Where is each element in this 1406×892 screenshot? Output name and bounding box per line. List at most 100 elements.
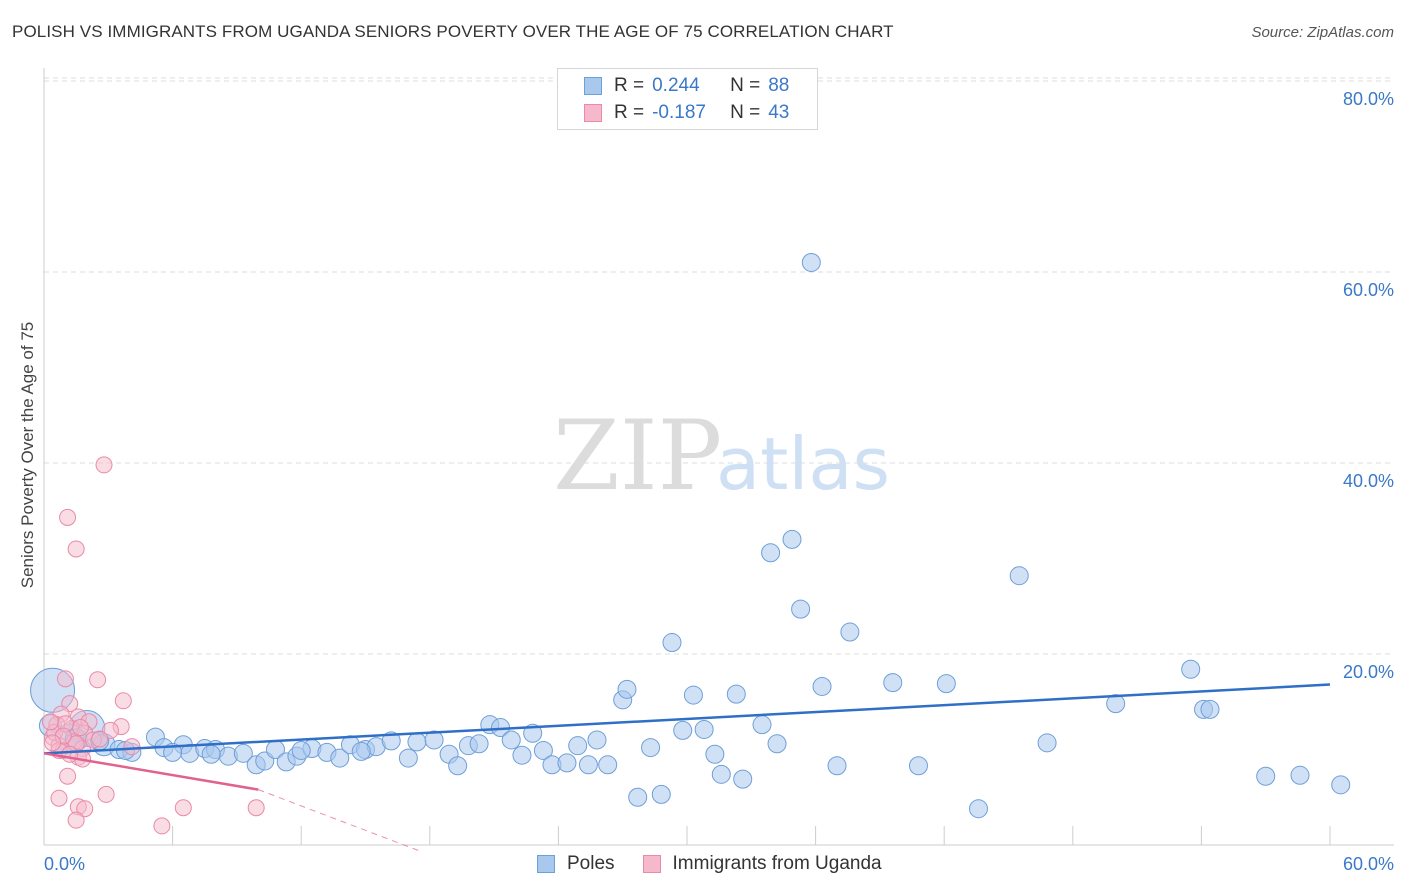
tick-labels: 20.0% 40.0% 60.0% 80.0% 0.0% 60.0% — [44, 89, 1394, 874]
series-legend: Poles Immigrants from Uganda — [537, 852, 910, 876]
poles-point — [812, 676, 832, 696]
series-legend-label: Poles — [567, 853, 615, 874]
watermark-zip: ZIP — [553, 400, 722, 512]
correlation-legend: R = 0.244 N = 88 R = -0.187 N = 43 — [557, 68, 818, 130]
legend-row-uganda: R = -0.187 N = 43 — [584, 100, 789, 126]
poles-point — [1009, 566, 1029, 586]
poles-point — [908, 756, 928, 776]
legend-row-poles: R = 0.244 N = 88 — [584, 73, 789, 99]
uganda-point — [50, 789, 68, 807]
poles-point — [936, 674, 956, 694]
poles-point — [398, 748, 418, 768]
watermark-atlas: atlas — [716, 422, 890, 506]
poles-point — [801, 252, 821, 272]
uganda-point — [247, 799, 265, 817]
poles-point — [968, 799, 988, 819]
poles-point — [1037, 733, 1057, 753]
poles-point — [407, 732, 427, 752]
uganda-point — [59, 767, 77, 785]
poles-point — [501, 730, 521, 750]
axes — [43, 68, 1394, 846]
poles-points — [30, 252, 1351, 819]
poles-point — [1331, 775, 1351, 795]
poles-point — [578, 755, 598, 775]
poles-point — [351, 741, 371, 761]
uganda-point — [91, 730, 109, 748]
poles-point — [1256, 766, 1276, 786]
uganda-point — [97, 785, 115, 803]
legend-r-label: R = — [614, 75, 645, 96]
poles-point — [512, 745, 532, 765]
uganda-point — [76, 800, 94, 818]
poles-point — [761, 543, 781, 563]
poles-point — [752, 715, 772, 735]
poles-point — [782, 529, 802, 549]
chart-title: POLISH VS IMMIGRANTS FROM UGANDA SENIORS… — [12, 22, 894, 41]
poles-point — [827, 756, 847, 776]
poles-point — [523, 723, 543, 743]
poles-point — [662, 633, 682, 653]
poles-point — [469, 734, 489, 754]
poles-swatch — [537, 855, 555, 873]
poles-point — [651, 784, 671, 804]
uganda-trend-extension — [258, 789, 420, 852]
poles-point — [705, 744, 725, 764]
poles-point — [448, 756, 468, 776]
y-tick-label: 40.0% — [1343, 471, 1394, 491]
poles-point — [587, 730, 607, 750]
poles-point — [424, 730, 444, 750]
poles-point — [1290, 765, 1310, 785]
series-legend-poles[interactable]: Poles — [537, 853, 615, 875]
poles-point — [291, 740, 311, 760]
legend-r-label: R = — [614, 102, 645, 123]
poles-point — [628, 787, 648, 807]
uganda-points — [41, 456, 265, 835]
uganda-point — [174, 799, 192, 817]
x-tick-label: 0.0% — [44, 854, 85, 874]
legend-r-value: 0.244 — [652, 75, 700, 96]
poles-point — [840, 622, 860, 642]
legend-swatch-uganda — [584, 104, 602, 122]
poles-point — [381, 731, 401, 751]
legend-r-value: -0.187 — [652, 102, 706, 123]
poles-point — [791, 599, 811, 619]
series-legend-uganda[interactable]: Immigrants from Uganda — [642, 853, 882, 875]
y-tick-label: 20.0% — [1343, 662, 1394, 682]
chart-source: Source: ZipAtlas.com — [1251, 24, 1394, 41]
poles-point — [726, 684, 746, 704]
uganda-point — [114, 692, 132, 710]
poles-point — [617, 679, 637, 699]
poles-point — [673, 720, 693, 740]
poles-point — [557, 753, 577, 773]
poles-point — [733, 769, 753, 789]
poles-point — [683, 685, 703, 705]
uganda-trend-line — [43, 752, 259, 791]
legend-swatch-poles — [584, 77, 602, 95]
uganda-point — [67, 811, 85, 829]
poles-point — [883, 673, 903, 693]
uganda-point — [153, 817, 171, 835]
poles-point — [641, 738, 661, 758]
poles-point — [330, 748, 350, 768]
trend-lines — [43, 683, 1331, 852]
poles-point — [1106, 694, 1126, 714]
uganda-point — [67, 540, 85, 558]
poles-point — [767, 734, 787, 754]
y-tick-label: 60.0% — [1343, 280, 1394, 300]
legend-n-value: 43 — [768, 102, 790, 123]
grid-lines — [44, 77, 1394, 655]
poles-point — [568, 736, 588, 756]
uganda-point — [44, 734, 62, 752]
x-tick-label: 60.0% — [1343, 854, 1394, 874]
legend-n-label: N = — [730, 75, 761, 96]
uganda-point — [89, 671, 107, 689]
poles-point — [1181, 659, 1201, 679]
poles-point — [533, 740, 553, 760]
series-legend-label: Immigrants from Uganda — [672, 853, 882, 874]
uganda-point — [59, 508, 77, 526]
uganda-point — [41, 713, 59, 731]
poles-point — [598, 755, 618, 775]
uganda-point — [71, 719, 89, 737]
poles-trend-line — [43, 683, 1331, 755]
